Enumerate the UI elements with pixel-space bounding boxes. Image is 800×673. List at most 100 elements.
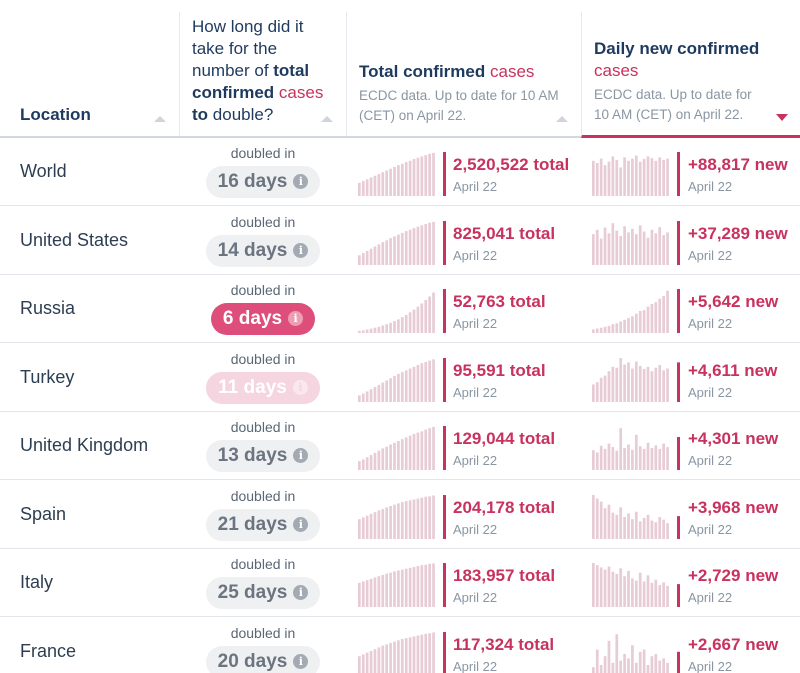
daily-sparkline-bar xyxy=(654,445,658,470)
total-sparkline-bar xyxy=(443,494,446,539)
table-row[interactable]: World doubled in 16 days i 2,520,522 tota… xyxy=(0,138,800,206)
daily-sparkline-bar xyxy=(611,571,615,607)
total-sparkline-bar xyxy=(393,442,396,470)
daily-sparkline-bar xyxy=(666,368,669,402)
location-name[interactable]: Turkey xyxy=(20,366,75,387)
table-row[interactable]: Italy doubled in 25 days i 183,957 total … xyxy=(0,549,800,617)
total-sparkline-bar xyxy=(358,461,361,470)
daily-sparkline-bar xyxy=(631,316,634,333)
daily-sparkline-bar xyxy=(599,377,603,402)
doubling-cell: doubled in 21 days i xyxy=(190,488,336,541)
doubling-badge[interactable]: 16 days i xyxy=(205,166,321,198)
total-sparkline-bar xyxy=(412,159,416,196)
column-header-doubling[interactable]: How long did it take for the number of t… xyxy=(179,12,345,136)
total-sparkline-bar xyxy=(381,645,385,673)
total-value: 204,178 total xyxy=(453,497,556,517)
doubling-badge[interactable]: 13 days i xyxy=(205,440,321,472)
total-sparkline-bar xyxy=(432,292,435,333)
total-sparkline-bar xyxy=(412,566,416,607)
location-name[interactable]: World xyxy=(20,161,67,181)
sort-arrow-active-icon[interactable] xyxy=(776,114,788,121)
doubled-in-label: doubled in xyxy=(230,487,296,504)
total-sparkline-bar xyxy=(385,324,389,333)
doubling-badge[interactable]: 21 days i xyxy=(205,508,321,541)
daily-sparkline-bar xyxy=(642,310,646,333)
total-sparkline-bar xyxy=(377,174,381,196)
doubling-value: 13 days xyxy=(217,445,288,466)
daily-sparkline xyxy=(592,424,680,470)
total-sparkline-bar xyxy=(385,643,389,673)
doubling-badge[interactable]: 14 days i xyxy=(205,234,321,267)
doubling-cell: doubled in 14 days i xyxy=(190,214,336,267)
column-header-daily[interactable]: Daily new confirmed cases ECDC data. Up … xyxy=(581,12,800,138)
total-sparkline-bar xyxy=(397,234,400,265)
daily-sparkline-bar xyxy=(677,361,680,402)
daily-sparkline-bar xyxy=(634,361,638,402)
daily-sparkline-bar xyxy=(650,370,654,402)
location-name[interactable]: United States xyxy=(20,229,129,250)
info-icon[interactable]: i xyxy=(292,379,308,395)
sort-arrow-icon[interactable] xyxy=(321,116,333,122)
table-row[interactable]: Spain doubled in 21 days i 204,178 total … xyxy=(0,481,800,549)
table-row[interactable]: United States doubled in 14 days i 825,04… xyxy=(0,207,800,275)
doubling-badge[interactable]: 11 days i xyxy=(206,371,320,404)
column-header-location[interactable]: Location xyxy=(8,12,178,136)
location-name[interactable]: Russia xyxy=(20,298,76,318)
daily-sparkline-bar xyxy=(603,375,607,402)
location-name[interactable]: Spain xyxy=(20,503,67,524)
total-sparkline-bar xyxy=(397,165,400,196)
daily-sparkline-bar xyxy=(592,160,595,196)
info-icon[interactable]: i xyxy=(293,585,309,600)
location-name[interactable]: United Kingdom xyxy=(20,435,149,455)
table-row[interactable]: France doubled in 20 days i 117,324 total… xyxy=(0,618,800,673)
doubling-badge[interactable]: 6 days i xyxy=(210,303,316,335)
daily-sparkline-bar xyxy=(592,329,595,333)
total-sparkline-bar xyxy=(416,157,420,196)
daily-sparkline-bar xyxy=(619,321,623,333)
total-sparkline-bar xyxy=(420,431,424,470)
table-row[interactable]: United Kingdom doubled in 13 days i 129,0… xyxy=(0,412,800,480)
sort-arrow-icon[interactable] xyxy=(556,116,568,122)
column-header-total[interactable]: Total confirmed cases ECDC data. Up to d… xyxy=(346,12,580,136)
total-sparkline-bar xyxy=(408,499,412,539)
info-icon[interactable]: i xyxy=(293,242,309,258)
location-name[interactable]: Italy xyxy=(20,572,54,592)
total-sparkline-bar xyxy=(373,648,377,673)
table-row[interactable]: Turkey doubled in 11 days i 95,591 total … xyxy=(0,344,800,412)
daily-sparkline-bar xyxy=(607,443,611,470)
info-icon[interactable]: i xyxy=(293,516,309,532)
total-sparkline-bar xyxy=(432,563,435,607)
daily-sparkline-bar xyxy=(646,156,650,196)
daily-date: April 22 xyxy=(688,247,733,263)
total-sparkline-bar xyxy=(369,177,373,196)
daily-sparkline-bar xyxy=(623,225,626,265)
total-sparkline-bar xyxy=(428,563,431,607)
daily-sparkline-bar xyxy=(650,303,654,333)
total-sparkline-bar xyxy=(373,386,377,402)
daily-sparkline xyxy=(592,561,680,607)
daily-sparkline-bar xyxy=(642,517,646,539)
info-icon[interactable]: i xyxy=(293,174,309,189)
total-value: 52,763 total xyxy=(453,292,546,311)
daily-value: +4,301 new xyxy=(688,429,779,448)
info-icon[interactable]: i xyxy=(293,653,309,669)
daily-sparkline-bar xyxy=(662,369,665,402)
sort-arrow-icon[interactable] xyxy=(154,116,166,122)
daily-sparkline-bar xyxy=(666,290,669,333)
table-row[interactable]: Russia doubled in 6 days i 52,763 total A… xyxy=(0,275,800,343)
doubling-badge[interactable]: 25 days i xyxy=(205,577,321,609)
total-sparkline-bar xyxy=(397,319,400,333)
daily-sparkline-bar xyxy=(611,366,615,402)
total-sparkline-bar xyxy=(412,227,416,265)
info-icon[interactable]: i xyxy=(288,311,304,326)
location-name[interactable]: France xyxy=(20,640,77,661)
total-sparkline-bar xyxy=(443,220,446,265)
daily-sparkline-bar xyxy=(623,319,626,333)
daily-sparkline-bar xyxy=(603,655,607,673)
info-icon[interactable]: i xyxy=(293,448,309,463)
doubling-value: 16 days xyxy=(217,171,288,192)
total-sparkline-bar xyxy=(404,637,408,673)
doubling-badge[interactable]: 20 days i xyxy=(205,645,321,673)
daily-sparkline-bar xyxy=(623,157,626,196)
column-header-doubling-label: How long did it take for the number of t… xyxy=(192,16,335,126)
